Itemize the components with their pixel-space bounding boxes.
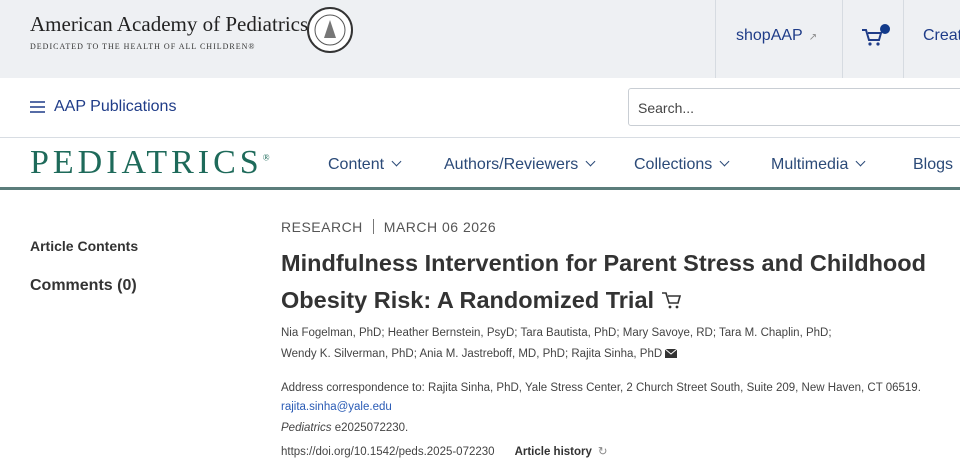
address: Address correspondence to: Rajita Sinha,… (281, 382, 921, 394)
brand-tagline: DEDICATED TO THE HEALTH OF ALL CHILDREN® (30, 42, 256, 51)
sidebar-link[interactable]: Article Contents (30, 238, 139, 254)
search-box[interactable]: Search... (628, 88, 960, 126)
search-placeholder: Search... (638, 100, 695, 116)
nav-item[interactable]: Authors/Reviewers (444, 156, 596, 174)
authors-text[interactable]: Wendy K. Silverman, PhD; Ania M. Jastreb… (281, 348, 663, 360)
history-icon[interactable]: ↻ (597, 446, 608, 458)
divider (903, 0, 904, 78)
top-bar: American Academy of Pediatrics DEDICATED… (0, 0, 960, 78)
category: RESEARCH (281, 219, 363, 235)
email-link[interactable]: rajita.sinha@yale.edu (281, 401, 392, 413)
date: MARCH 06 2026 (383, 219, 497, 235)
nav-item[interactable]: Content (328, 156, 402, 174)
nav-item[interactable]: Blogs (913, 156, 954, 173)
nav-label[interactable]: Authors/Reviewers (444, 156, 579, 173)
title-text: Mindfulness Intervention for Parent Stre… (281, 250, 926, 313)
nav-label[interactable]: Collections (634, 156, 713, 173)
cart-icon[interactable] (860, 24, 892, 48)
brand-name[interactable]: American Academy of Pediatrics (30, 12, 309, 36)
divider (842, 0, 843, 78)
history-link[interactable]: Article history (514, 446, 592, 458)
authors-line[interactable]: Nia Fogelman, PhD; Heather Bernstein, Ps… (281, 327, 832, 339)
mail-icon[interactable] (665, 348, 678, 358)
meta-divider (372, 219, 374, 234)
doi-row: https://doi.org/10.1542/peds.2025-072230… (281, 444, 608, 458)
nav-item[interactable]: Multimedia (771, 156, 866, 174)
sub-nav: AAP Publications Search... (0, 78, 960, 138)
journal-nav: PEDIATRICS® Content Authors/Reviewers Co… (0, 138, 960, 190)
purchase-icon[interactable] (661, 290, 683, 310)
nav-item[interactable]: Collections (634, 156, 730, 174)
journal-name[interactable]: PEDIATRICS (30, 144, 263, 181)
external-icon: ↗ (808, 32, 818, 43)
doi[interactable]: https://doi.org/10.1542/peds.2025-072230 (281, 446, 495, 458)
article-id: e2025072230. (334, 422, 409, 434)
link-text[interactable]: shopAAP (736, 27, 803, 44)
journal-ref: Pediatrics (281, 422, 332, 434)
sidebar-link[interactable]: Comments (0) (30, 277, 137, 294)
article-meta: RESEARCH MARCH 06 2026 (281, 219, 496, 235)
citation: Pediatrics e2025072230. (281, 422, 408, 434)
shop-link[interactable]: shopAAP ↗ (736, 27, 817, 45)
registered-mark: ® (262, 152, 270, 163)
article-title: Mindfulness Intervention for Parent Stre… (281, 245, 951, 319)
divider (715, 0, 716, 78)
journal-logo[interactable]: PEDIATRICS® (30, 144, 270, 182)
publications-menu[interactable]: AAP Publications (54, 98, 177, 115)
menu-icon[interactable] (30, 101, 45, 113)
nav-label[interactable]: Content (328, 156, 385, 173)
authors-line[interactable]: Wendy K. Silverman, PhD; Ania M. Jastreb… (281, 348, 678, 360)
create-link[interactable]: Creat (923, 27, 960, 44)
seal (307, 7, 353, 53)
nav-label[interactable]: Multimedia (771, 156, 849, 173)
